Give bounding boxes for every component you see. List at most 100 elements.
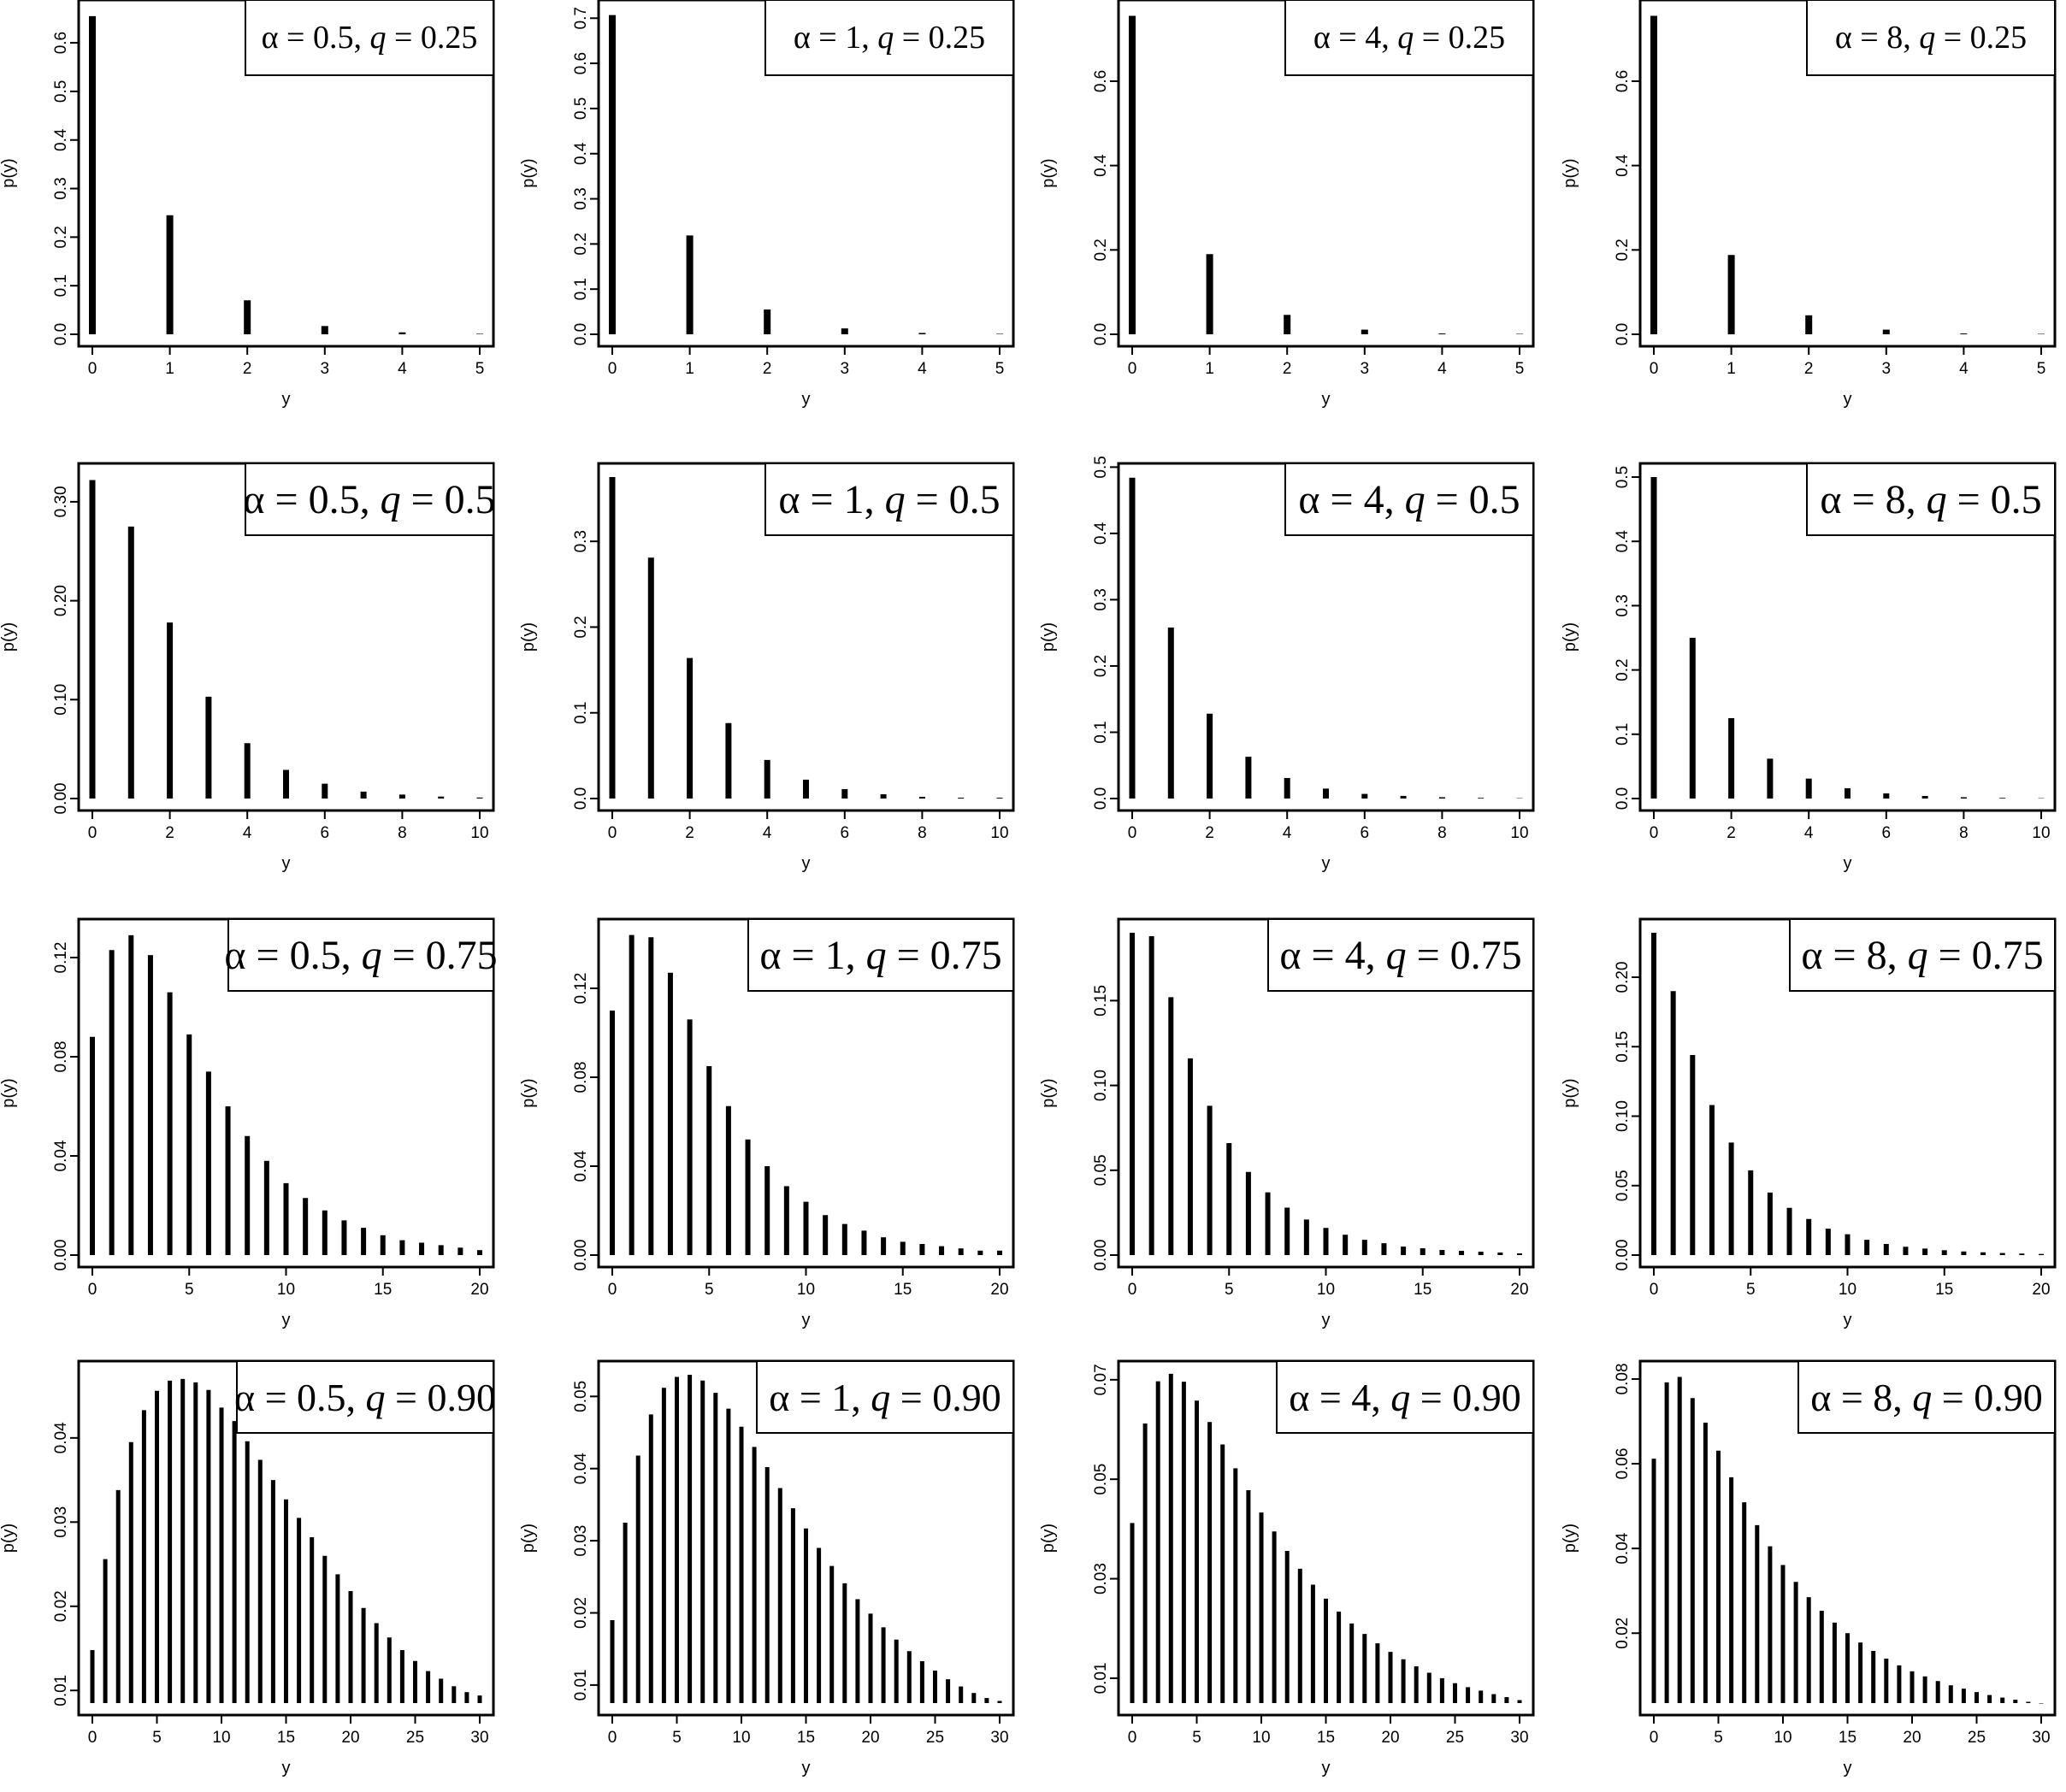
x-tick-label: 30 <box>990 1729 1008 1747</box>
legend-alpha-value: 8 <box>1873 1376 1892 1419</box>
plot-frame <box>1117 0 1535 348</box>
legend-alpha-value: 1 <box>844 477 865 522</box>
x-axis-label: y <box>1844 1759 1852 1777</box>
y-axis-label: p(y) <box>1561 1078 1579 1107</box>
y-tick-label: 0.2 <box>572 616 590 638</box>
legend-alpha-value: 4 <box>1364 477 1384 522</box>
y-tick-label: 0.02 <box>1614 1618 1632 1649</box>
y-axis-label: p(y) <box>1039 1524 1058 1553</box>
y-tick-label: 0.12 <box>52 942 70 974</box>
legend-text: α = 4, q = 0.90 <box>1289 1376 1521 1419</box>
y-tick-label: 0.2 <box>572 233 590 255</box>
x-axis-label: y <box>802 1311 811 1329</box>
x-tick-label: 0 <box>1128 824 1137 842</box>
x-tick-label: 25 <box>926 1729 944 1747</box>
legend-q-value: 0.75 <box>930 933 1002 978</box>
legend: α = 8, q = 0.90 <box>1797 1360 2056 1434</box>
x-tick-label: 20 <box>2032 1281 2050 1299</box>
y-tick-label: 0.3 <box>1092 588 1110 610</box>
x-tick-label: 0 <box>88 1729 97 1747</box>
legend-alpha-value: 4 <box>1351 1376 1371 1419</box>
legend-q-value: 0.25 <box>1449 20 1506 56</box>
y-tick-label: 0.03 <box>1092 1563 1110 1595</box>
legend-text: α = 1, q = 0.90 <box>769 1376 1001 1419</box>
legend-q-value: 0.25 <box>929 20 986 56</box>
panel-4: 0 1 2 3 4 5 y 0.0 0.2 0.4 0.6 p(y) α = 8, q = 0.25 <box>1561 0 2057 409</box>
x-tick-label: 5 <box>995 360 1005 378</box>
x-tick-label: 8 <box>918 824 927 842</box>
y-tick-label: 0.20 <box>1614 962 1632 993</box>
x-tick-label: 3 <box>1361 360 1370 378</box>
legend-q-value: 0.90 <box>932 1376 1001 1419</box>
x-tick-label: 5 <box>672 1729 682 1747</box>
x-tick-label: 0 <box>608 360 617 378</box>
x-tick-label: 0 <box>1650 1729 1659 1747</box>
y-tick-label: 0.02 <box>52 1590 70 1622</box>
y-tick-label: 0.0 <box>1614 787 1632 810</box>
x-tick-label: 6 <box>1361 824 1370 842</box>
legend-box <box>756 1360 1014 1434</box>
y-tick-label: 0.6 <box>52 32 70 54</box>
y-tick-label: 0.00 <box>572 1240 590 1271</box>
y-tick-label: 0.4 <box>1092 522 1110 545</box>
x-axis-label: y <box>282 1311 291 1329</box>
x-tick-label: 4 <box>398 360 407 378</box>
x-tick-label: 10 <box>797 1281 815 1299</box>
x-tick-label: 6 <box>1882 824 1892 842</box>
legend-alpha-value: 1 <box>845 20 861 56</box>
x-tick-label: 10 <box>732 1729 750 1747</box>
x-tick-label: 1 <box>1727 360 1736 378</box>
legend: α = 8, q = 0.5 <box>1806 463 2056 536</box>
x-axis-label: y <box>1322 1311 1331 1329</box>
legend-text: α = 0.5, q = 0.25 <box>262 20 478 56</box>
legend-alpha-value: 1 <box>825 933 846 978</box>
x-tick-label: 1 <box>685 360 694 378</box>
panel-9: 0 5 10 15 20 y 0.00 0.04 0.08 0.12 p(y) α = 0.5, q … <box>0 917 498 1329</box>
y-tick-label: 0.6 <box>572 52 590 74</box>
y-tick-label: 0.2 <box>1614 239 1632 261</box>
x-tick-label: 2 <box>165 824 174 842</box>
x-axis-label: y <box>1844 1311 1852 1329</box>
x-tick-label: 3 <box>841 360 850 378</box>
x-tick-label: 0 <box>1650 1281 1659 1299</box>
legend-alpha-value: 8 <box>1886 477 1906 522</box>
x-tick-label: 20 <box>470 1281 488 1299</box>
y-tick-label: 0.6 <box>1092 70 1110 92</box>
x-tick-label: 4 <box>1959 360 1969 378</box>
x-tick-label: 2 <box>1283 360 1292 378</box>
y-tick-label: 0.0 <box>1092 323 1110 345</box>
y-tick-label: 0.00 <box>52 783 70 815</box>
x-tick-label: 5 <box>1225 1281 1234 1299</box>
legend-q-value: 0.5 <box>1991 477 2042 522</box>
x-tick-label: 5 <box>1515 360 1525 378</box>
x-tick-label: 10 <box>1252 1729 1270 1747</box>
legend: α = 0.5, q = 0.5 <box>243 463 496 536</box>
y-axis-label: p(y) <box>1561 622 1579 651</box>
x-tick-label: 0 <box>88 824 97 842</box>
panel-6: 0 2 4 6 8 10 y 0.0 0.1 0.2 0.3 p(y) α = 1, q = 0.5 <box>519 462 1015 873</box>
y-tick-label: 0.02 <box>572 1597 590 1629</box>
panel-7: 0 2 4 6 8 10 y 0.0 0.1 0.2 0.3 0.4 0.5 p(y) α = 4, q =… <box>1039 456 1535 873</box>
y-axis-label: p(y) <box>1039 1078 1058 1107</box>
x-tick-label: 10 <box>1839 1281 1856 1299</box>
x-tick-label: 30 <box>470 1729 488 1747</box>
x-tick-label: 10 <box>277 1281 295 1299</box>
legend-q-value: 0.75 <box>1972 933 2044 978</box>
x-tick-label: 4 <box>1283 824 1292 842</box>
panel-15: 0 5 10 15 20 25 30 y 0.01 0.03 0.05 0.07 p(y) α = 4, … <box>1039 1359 1535 1777</box>
y-tick-label: 0.10 <box>52 684 70 716</box>
x-tick-label: 15 <box>1935 1281 1953 1299</box>
legend-box <box>764 463 1014 536</box>
x-tick-label: 0 <box>1650 824 1659 842</box>
x-tick-label: 1 <box>1205 360 1214 378</box>
x-axis-label: y <box>1322 854 1331 873</box>
y-tick-label: 0.2 <box>1614 658 1632 681</box>
legend-box <box>1284 0 1534 76</box>
y-axis-label: p(y) <box>1561 1524 1579 1553</box>
legend-q-value: 0.90 <box>1452 1376 1521 1419</box>
x-axis-label: y <box>1844 390 1852 409</box>
x-tick-label: 2 <box>763 360 772 378</box>
x-tick-label: 0 <box>1128 1729 1137 1747</box>
x-axis-label: y <box>1844 854 1852 873</box>
legend: α = 4, q = 0.5 <box>1284 463 1534 536</box>
